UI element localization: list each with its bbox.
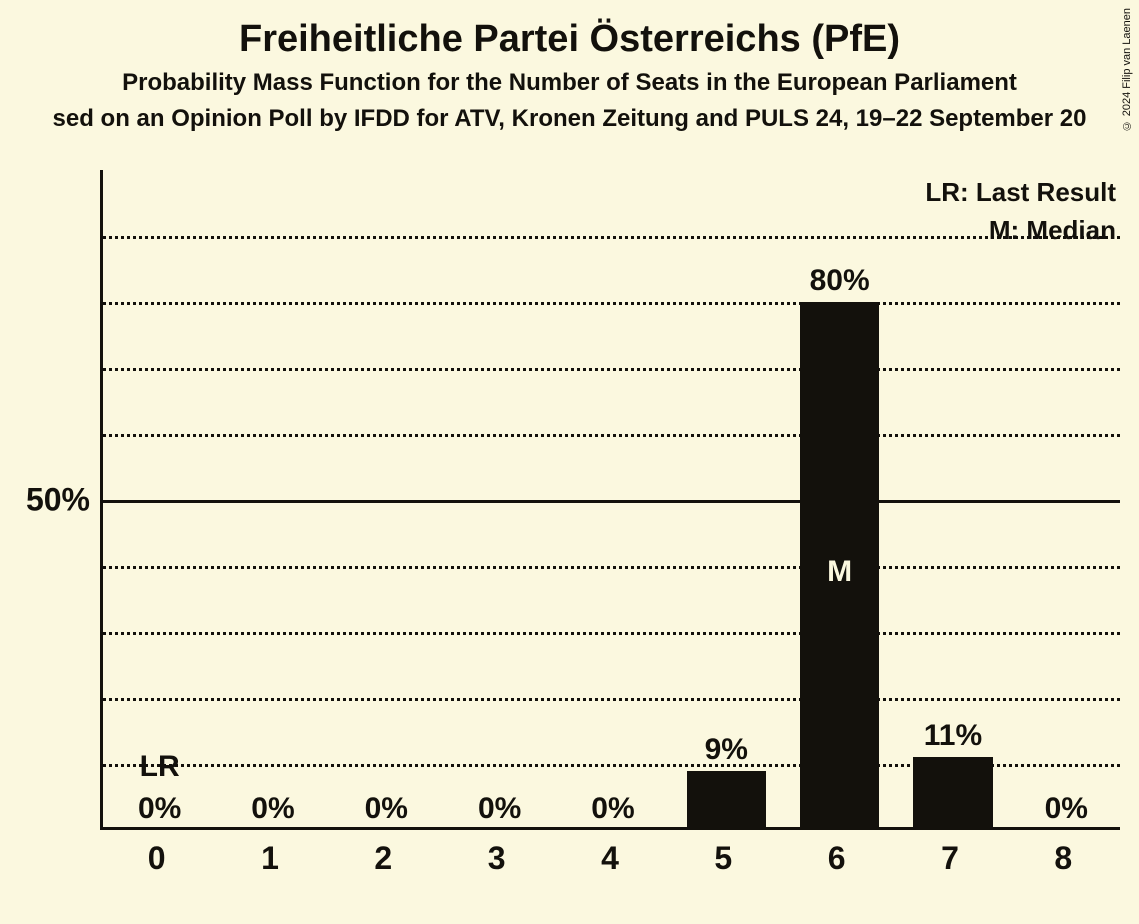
- bar: 9%: [687, 771, 766, 830]
- copyright-label: © 2024 Filip van Laenen: [1121, 8, 1133, 131]
- bars-container: 0%LR0%0%0%0%9%80%M11%0%: [103, 170, 1120, 830]
- bar: 80%M: [800, 302, 879, 830]
- x-axis-tick-label: 8: [1007, 840, 1120, 877]
- bar-slot: 9%: [670, 170, 783, 830]
- bar-slot: 80% M: [783, 170, 896, 830]
- bar-slot: 0%: [216, 170, 329, 830]
- x-axis-tick-label: 7: [893, 840, 1006, 877]
- bar-value-label: 0%: [460, 792, 539, 830]
- last-result-marker: LR: [103, 750, 216, 784]
- x-axis-tick-label: 3: [440, 840, 553, 877]
- bar-slot: 0% LR: [103, 170, 216, 830]
- pmf-bar-chart: LR: Last Result M: Median 0%LR0%0%0%0%9%…: [100, 170, 1120, 870]
- chart-title-block: Freiheitliche Partei Österreichs (PfE) P…: [0, 0, 1139, 133]
- x-axis-tick-label: 5: [667, 840, 780, 877]
- x-axis-labels: 012345678: [100, 840, 1120, 880]
- bar-value-label: 11%: [913, 719, 992, 757]
- x-axis-tick-label: 2: [327, 840, 440, 877]
- x-axis-tick-label: 1: [213, 840, 326, 877]
- chart-title: Freiheitliche Partei Österreichs (PfE): [0, 18, 1139, 61]
- bar-slot: 0%: [1010, 170, 1123, 830]
- bar-value-label: 0%: [120, 792, 199, 830]
- chart-subtitle: Probability Mass Function for the Number…: [0, 69, 1139, 97]
- bar-slot: 0%: [556, 170, 669, 830]
- bar-value-label: 80%: [800, 264, 879, 302]
- bar-slot: 11%: [896, 170, 1009, 830]
- bar-value-label: 0%: [573, 792, 652, 830]
- x-axis-tick-label: 6: [780, 840, 893, 877]
- bar-value-label: 0%: [1027, 792, 1106, 830]
- bar-value-label: 0%: [233, 792, 312, 830]
- bar-slot: 0%: [330, 170, 443, 830]
- bar: 11%: [913, 757, 992, 830]
- y-axis-tick-label: 50%: [26, 482, 90, 519]
- bar-value-label: 0%: [347, 792, 426, 830]
- chart-subtitle-source: sed on an Opinion Poll by IFDD for ATV, …: [0, 105, 1139, 133]
- plot-area: LR: Last Result M: Median 0%LR0%0%0%0%9%…: [100, 170, 1120, 830]
- median-marker: M: [800, 555, 879, 589]
- bar-slot: 0%: [443, 170, 556, 830]
- bar-value-label: 9%: [687, 733, 766, 771]
- x-axis-tick-label: 0: [100, 840, 213, 877]
- x-axis-tick-label: 4: [553, 840, 666, 877]
